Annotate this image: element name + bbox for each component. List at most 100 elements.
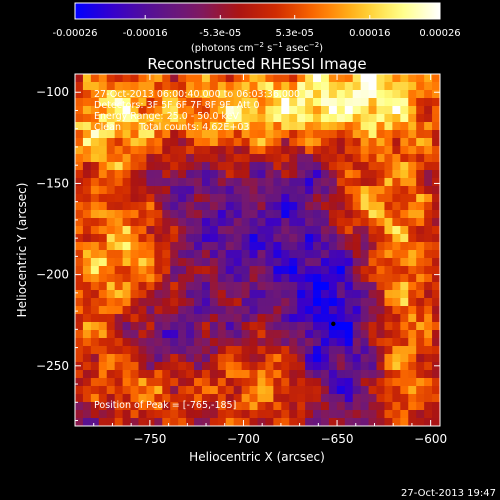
heatmap-cell — [265, 258, 274, 267]
heatmap-cell — [233, 394, 243, 403]
heatmap-cell — [344, 362, 354, 371]
heatmap-cell — [233, 122, 243, 131]
heatmap-cell — [201, 82, 211, 91]
heatmap-cell — [106, 370, 116, 379]
heatmap-cell — [170, 394, 179, 403]
heatmap-cell — [90, 346, 100, 355]
heatmap-cell — [194, 210, 203, 219]
heatmap-cell — [114, 410, 124, 419]
heatmap-cell — [400, 82, 409, 91]
heatmap-cell — [360, 154, 370, 163]
heatmap-cell — [194, 298, 203, 307]
heatmap-cell — [281, 210, 290, 219]
heatmap-cell — [265, 218, 274, 227]
heatmap-cell — [313, 138, 322, 147]
heatmap-cell — [138, 186, 148, 195]
heatmap-cell — [98, 274, 108, 283]
heatmap-cell — [392, 170, 401, 179]
heatmap-cell — [170, 234, 179, 243]
heatmap-cell — [106, 154, 116, 163]
heatmap-cell — [186, 202, 195, 211]
heatmap-cell — [376, 138, 386, 147]
heatmap-cell — [265, 170, 274, 179]
heatmap-cell — [416, 298, 425, 307]
heatmap-cell — [352, 274, 362, 283]
heatmap-cell — [170, 122, 179, 131]
heatmap-cell — [114, 282, 124, 291]
heatmap-cell — [320, 74, 330, 83]
heatmap-cell — [146, 138, 155, 147]
heatmap-cell — [400, 242, 409, 251]
heatmap-cell — [217, 266, 227, 275]
heatmap-cell — [265, 162, 274, 171]
heatmap-cell — [320, 154, 330, 163]
heatmap-cell — [90, 202, 100, 211]
heatmap-cell — [75, 386, 84, 395]
heatmap-cell — [360, 306, 370, 315]
heatmap-cell — [249, 338, 259, 347]
heatmap-cell — [162, 98, 171, 107]
heatmap-cell — [106, 90, 116, 99]
heatmap-cell — [106, 394, 116, 403]
heatmap-cell — [328, 154, 338, 163]
heatmap-cell — [297, 178, 306, 187]
heatmap-cell — [408, 90, 417, 99]
heatmap-cell — [400, 98, 409, 107]
heatmap-cell — [130, 98, 140, 107]
heatmap-cell — [297, 274, 306, 283]
heatmap-cell — [432, 274, 440, 283]
heatmap-cell — [138, 146, 148, 155]
heatmap-cell — [98, 74, 108, 83]
annotation-detectors: Detectors: 3F 5F 6F 7F 8F 9F, Att 0 — [94, 100, 260, 111]
heatmap-cell — [273, 362, 282, 371]
heatmap-cell — [328, 418, 338, 426]
heatmap-cell — [146, 290, 155, 299]
heatmap-cell — [416, 138, 425, 147]
heatmap-cell — [201, 290, 211, 299]
heatmap-cell — [170, 370, 179, 379]
heatmap-cell — [360, 378, 370, 387]
heatmap-cell — [170, 138, 179, 147]
heatmap-cell — [162, 250, 171, 259]
heatmap-cell — [313, 306, 322, 315]
heatmap-cell — [432, 114, 440, 123]
heatmap-cell — [178, 202, 187, 211]
heatmap-cell — [432, 242, 440, 251]
heatmap-cell — [408, 250, 417, 259]
heatmap-cell — [122, 218, 132, 227]
heatmap-cell — [376, 402, 386, 411]
heatmap-cell — [432, 322, 440, 331]
heatmap-cell — [98, 378, 108, 387]
heatmap-cell — [424, 130, 433, 139]
heatmap-cell — [130, 410, 140, 419]
heatmap-cell — [297, 306, 306, 315]
heatmap-cell — [416, 202, 425, 211]
heatmap-cell — [82, 218, 92, 227]
heatmap-cell — [360, 314, 370, 323]
heatmap-cell — [225, 386, 235, 395]
heatmap-cell — [432, 290, 440, 299]
heatmap-cell — [336, 402, 346, 411]
peak-marker — [331, 321, 336, 327]
heatmap-cell — [217, 418, 227, 426]
heatmap-cell — [186, 370, 195, 379]
heatmap-cell — [75, 130, 84, 139]
heatmap-cell — [146, 146, 155, 155]
heatmap-cell — [98, 418, 108, 426]
heatmap-cell — [320, 130, 330, 139]
heatmap-cell — [368, 234, 378, 243]
heatmap-cell — [201, 122, 211, 131]
heatmap-cell — [273, 130, 282, 139]
heatmap-cell — [384, 330, 393, 339]
heatmap-cell — [313, 338, 322, 347]
heatmap-cell — [289, 242, 298, 251]
heatmap-cell — [186, 170, 195, 179]
heatmap-cell — [400, 186, 409, 195]
heatmap-cell — [392, 410, 401, 419]
heatmap-cell — [130, 282, 140, 291]
heatmap-cell — [233, 402, 243, 411]
heatmap-cell — [320, 266, 330, 275]
heatmap-cell — [225, 234, 235, 243]
heatmap-cell — [376, 266, 386, 275]
heatmap-cell — [305, 330, 314, 339]
